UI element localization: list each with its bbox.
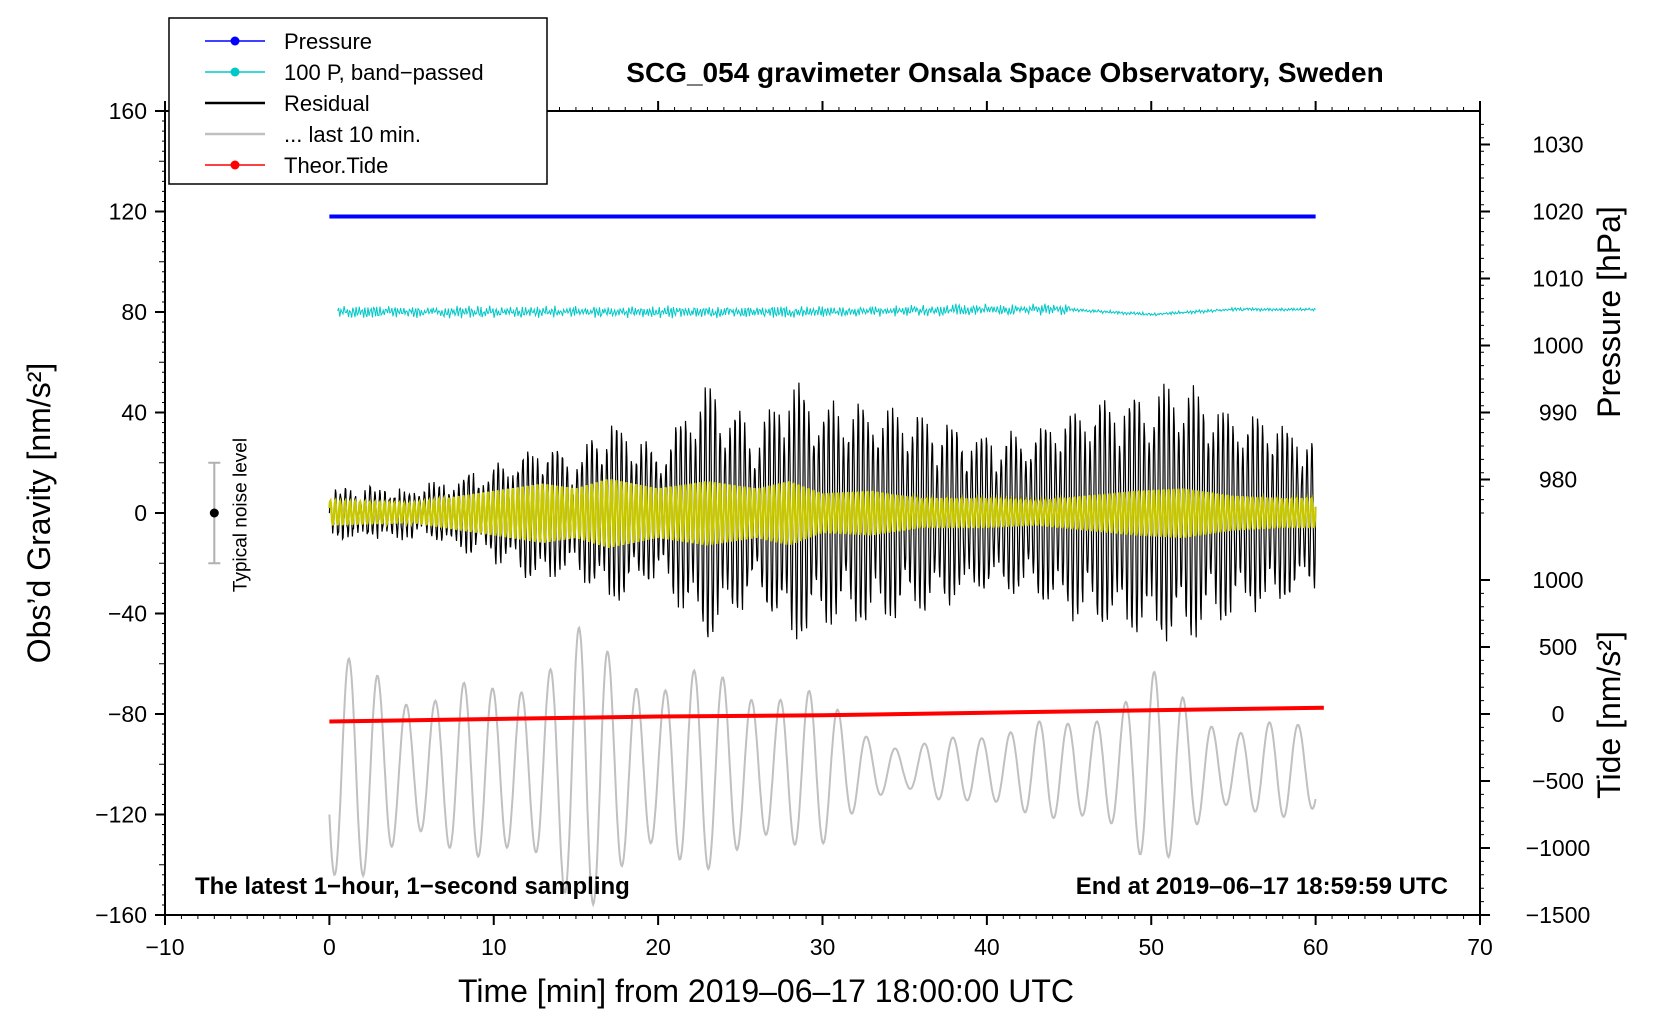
y-axis-label: Obs’d Gravity [nm/s²] bbox=[21, 363, 57, 664]
legend: Pressure 100 P, band−passed Residual ... la… bbox=[168, 17, 548, 185]
x-tick-label: 60 bbox=[1303, 934, 1329, 960]
residual-smoothed-line bbox=[328, 479, 1317, 549]
chart-title: SCG_054 gravimeter Onsala Space Observat… bbox=[626, 57, 1383, 88]
y-left-tick-label: −80 bbox=[108, 701, 147, 727]
tide-tick-label: −1500 bbox=[1526, 902, 1591, 928]
pressure-tick-label: 1030 bbox=[1532, 132, 1583, 158]
x-tick-label: 50 bbox=[1138, 934, 1164, 960]
legend-box bbox=[168, 17, 548, 185]
legend-marker bbox=[230, 160, 240, 170]
pressure-tick-label: 1000 bbox=[1532, 333, 1583, 359]
y-left-minor-ticks bbox=[159, 110, 165, 916]
y-left-tick-label: 80 bbox=[121, 299, 147, 325]
legend-label: Pressure bbox=[284, 29, 372, 54]
pressure-tick-label: 1020 bbox=[1532, 199, 1583, 225]
pressure-axis-label: Pressure [hPa] bbox=[1591, 206, 1627, 418]
tide-axis-label: Tide [nm/s²] bbox=[1591, 631, 1627, 799]
data-series: Typical noise level bbox=[208, 214, 1324, 908]
y-left-tick-label: −40 bbox=[108, 601, 147, 627]
legend-marker bbox=[230, 36, 240, 46]
y-left-tick-label: 160 bbox=[109, 98, 147, 124]
y-left-tick-label: −160 bbox=[95, 902, 147, 928]
end-time-note: End at 2019–06–17 18:59:59 UTC bbox=[1076, 873, 1448, 900]
last-10-min-line bbox=[328, 625, 1317, 908]
x-tick-label: 30 bbox=[810, 934, 836, 960]
tide-tick-label: −1000 bbox=[1526, 835, 1591, 861]
x-tick-label: 10 bbox=[481, 934, 507, 960]
axes: −10 0 10 20 30 40 50 60 7016012080400−40−80−120−… bbox=[21, 98, 1627, 960]
sampling-note: The latest 1−hour, 1−second sampling bbox=[195, 873, 630, 900]
legend-label: ... last 10 min. bbox=[284, 122, 421, 147]
tide-tick-label: 500 bbox=[1539, 634, 1577, 660]
legend-marker bbox=[230, 67, 240, 77]
tide-tick-label: 1000 bbox=[1532, 567, 1583, 593]
x-tick-label: 0 bbox=[323, 934, 336, 960]
x-axis-label: Time [min] from 2019–06–17 18:00:00 UTC bbox=[458, 973, 1074, 1009]
legend-label: 100 P, band−passed bbox=[284, 60, 484, 85]
x-tick-label: 70 bbox=[1467, 934, 1493, 960]
y-left-tick-label: 0 bbox=[134, 500, 147, 526]
theor-tide-line bbox=[329, 705, 1324, 724]
tide-tick-label: 0 bbox=[1552, 701, 1565, 727]
y-left-tick-label: 120 bbox=[109, 199, 147, 225]
noise-label: Typical noise level bbox=[230, 438, 251, 592]
pressure-tick-label: 980 bbox=[1539, 467, 1577, 493]
legend-label: Residual bbox=[284, 91, 370, 116]
noise-center-dot bbox=[209, 508, 219, 518]
legend-label: Theor.Tide bbox=[284, 153, 388, 178]
pressure-bandpassed-line bbox=[337, 303, 1316, 319]
x-tick-label: 20 bbox=[645, 934, 671, 960]
x-tick-label: −10 bbox=[145, 934, 184, 960]
tide-tick-label: −500 bbox=[1532, 768, 1584, 794]
y-left-tick-label: −120 bbox=[95, 802, 147, 828]
pressure-tick-label: 990 bbox=[1539, 400, 1577, 426]
x-tick-label: 40 bbox=[974, 934, 1000, 960]
pressure-minor-ticks bbox=[1480, 123, 1484, 514]
y-left-tick-label: 40 bbox=[121, 400, 147, 426]
pressure-tick-label: 1010 bbox=[1532, 266, 1583, 292]
